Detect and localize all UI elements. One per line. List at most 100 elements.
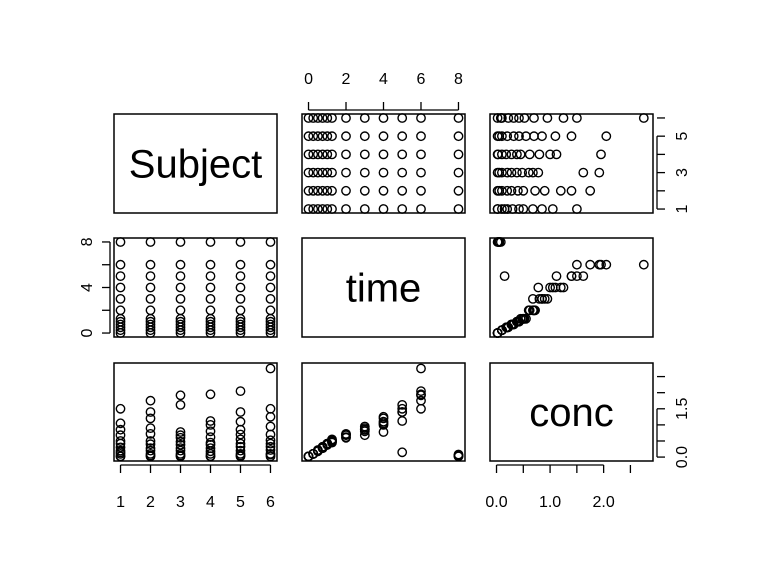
point-subject-vs-conc (572, 113, 582, 123)
point-subject-vs-time (312, 167, 323, 178)
point-time-vs-subject (205, 282, 216, 293)
point-subject-vs-conc (515, 149, 526, 160)
point-subject-vs-time (341, 185, 351, 196)
top-tick-label: 6 (417, 71, 426, 88)
bottom-tick-label: 2 (146, 494, 155, 511)
point-time-vs-subject (115, 319, 126, 330)
point-subject-vs-time (378, 113, 389, 123)
point-subject-vs-time (317, 131, 328, 142)
point-conc-vs-subject (145, 407, 156, 417)
point-subject-vs-time (341, 131, 351, 142)
point-subject-vs-time (317, 149, 328, 160)
bottom-tick-label: 4 (206, 494, 215, 511)
point-subject-vs-conc (578, 167, 589, 178)
point-subject-vs-conc (550, 131, 561, 142)
point-conc-vs-time (416, 386, 426, 396)
point-time-vs-conc (524, 305, 535, 316)
point-time-vs-subject (235, 237, 246, 247)
point-time-vs-subject (265, 316, 276, 327)
point-subject-vs-time (303, 149, 314, 160)
point-time-vs-subject (115, 237, 126, 247)
panel-subject-conc (489, 113, 654, 214)
point-subject-vs-time (312, 185, 323, 196)
point-subject-vs-time (327, 149, 337, 160)
point-conc-vs-time (416, 389, 426, 400)
point-subject-vs-time (327, 113, 337, 123)
point-subject-vs-time (453, 204, 464, 214)
point-time-vs-subject (205, 271, 216, 281)
point-subject-vs-conc (494, 167, 505, 178)
point-time-vs-subject (235, 316, 246, 327)
bottom-tick-label: 0.0 (485, 494, 507, 511)
point-conc-vs-subject (175, 430, 186, 441)
point-time-vs-subject (145, 237, 156, 247)
point-subject-vs-conc (566, 185, 577, 196)
point-subject-vs-conc (518, 204, 529, 214)
point-time-vs-conc (503, 322, 514, 333)
point-conc-vs-time (397, 399, 408, 410)
point-subject-vs-time (303, 204, 314, 214)
point-subject-vs-time (359, 131, 370, 142)
point-subject-vs-time (341, 204, 351, 214)
point-conc-vs-time (416, 395, 426, 406)
point-subject-vs-conc (506, 185, 517, 196)
point-subject-vs-conc (551, 149, 562, 160)
point-conc-vs-subject (265, 435, 276, 446)
top-tick-label: 2 (342, 71, 351, 88)
point-subject-vs-time (303, 113, 314, 123)
point-subject-vs-conc (566, 131, 577, 142)
point-subject-vs-time (453, 149, 464, 160)
point-conc-vs-subject (265, 438, 276, 449)
point-subject-vs-conc (547, 204, 558, 214)
point-subject-vs-time (322, 113, 333, 123)
point-conc-vs-time (378, 416, 389, 427)
point-subject-vs-time (322, 149, 333, 160)
point-subject-vs-time (327, 204, 337, 214)
point-time-vs-subject (115, 259, 126, 270)
point-time-vs-conc (585, 259, 596, 270)
point-subject-vs-conc (539, 185, 550, 196)
point-subject-vs-conc (523, 167, 534, 178)
point-subject-vs-time (416, 113, 426, 123)
point-conc-vs-subject (175, 439, 186, 450)
point-subject-vs-conc (508, 113, 519, 123)
point-conc-vs-subject (235, 416, 246, 427)
point-conc-vs-subject (265, 403, 276, 414)
point-subject-vs-conc (519, 113, 530, 123)
point-time-vs-subject (175, 282, 186, 293)
point-subject-vs-conc (494, 131, 505, 142)
point-subject-vs-time (322, 185, 333, 196)
point-time-vs-subject (145, 259, 156, 270)
panels: Subject time conc (113, 113, 654, 462)
point-conc-vs-time (397, 416, 408, 426)
point-time-vs-subject (205, 293, 216, 304)
point-conc-vs-subject (235, 434, 246, 445)
point-subject-vs-conc (524, 149, 535, 160)
point-subject-vs-time (317, 113, 328, 123)
point-subject-vs-time (378, 167, 389, 178)
point-subject-vs-time (397, 204, 408, 214)
point-subject-vs-time (416, 149, 426, 160)
point-subject-vs-time (303, 167, 314, 178)
point-time-vs-subject (145, 271, 156, 281)
point-subject-vs-conc (495, 113, 506, 123)
point-subject-vs-time (341, 113, 351, 123)
point-time-vs-conc (572, 259, 582, 270)
point-time-vs-subject (235, 282, 246, 293)
point-conc-vs-time (397, 447, 408, 458)
bottom-tick-label: 3 (176, 494, 185, 511)
point-conc-vs-time (303, 451, 314, 462)
bottom-tick-label: 1 (116, 494, 125, 511)
point-time-vs-subject (175, 319, 186, 330)
point-conc-vs-subject (265, 429, 276, 440)
point-time-vs-subject (205, 305, 216, 316)
point-subject-vs-conc (512, 149, 522, 160)
point-subject-vs-time (397, 185, 408, 196)
point-subject-vs-time (303, 131, 314, 142)
point-subject-vs-time (312, 131, 323, 142)
point-conc-vs-subject (115, 403, 126, 414)
point-subject-vs-time (378, 149, 389, 160)
point-subject-vs-time (312, 113, 323, 123)
panel-time-subject (113, 237, 278, 338)
point-time-vs-subject (235, 319, 246, 330)
